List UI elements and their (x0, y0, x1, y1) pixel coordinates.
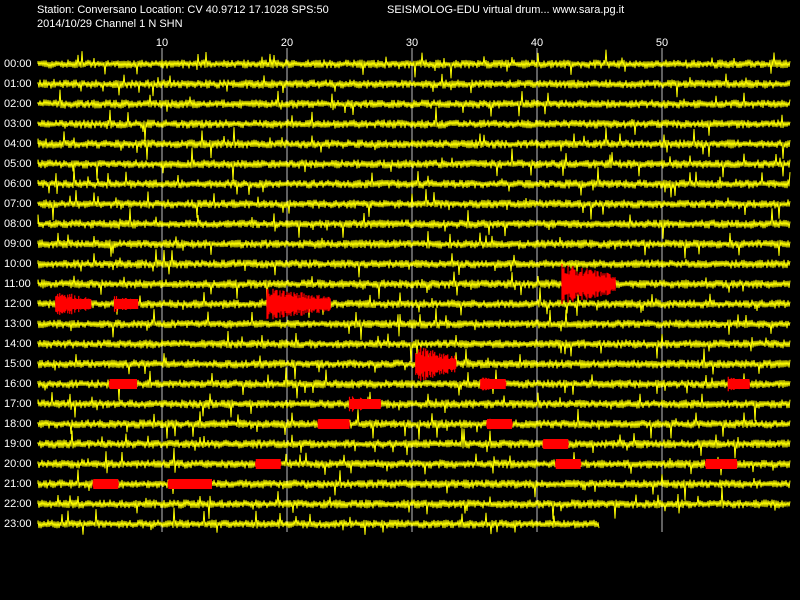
seismic-event (92, 479, 119, 489)
hour-label: 09:00 (4, 238, 32, 250)
hour-label: 05:00 (4, 158, 32, 170)
seismic-event (266, 288, 331, 320)
hour-label: 21:00 (4, 478, 32, 490)
seismic-event (415, 347, 457, 381)
seismic-event (727, 376, 750, 392)
trace-line (37, 166, 791, 198)
hour-label: 14:00 (4, 338, 32, 350)
seismic-event (108, 379, 138, 389)
seismic-event (486, 418, 513, 430)
trace-line (37, 408, 791, 440)
hour-label: 04:00 (4, 138, 32, 150)
trace-line (37, 486, 791, 520)
minute-tick-label: 10 (155, 37, 169, 49)
site-title: SEISMOLOG-EDU virtual drum... www.sara.p… (387, 4, 625, 16)
hour-label: 22:00 (4, 498, 32, 510)
hour-label: 00:00 (4, 58, 32, 70)
seismic-event (705, 459, 738, 469)
seismic-event (55, 293, 92, 315)
trace-line (37, 73, 791, 98)
hour-label: 18:00 (4, 418, 32, 430)
hour-label: 20:00 (4, 458, 32, 470)
trace-line (37, 308, 791, 340)
trace-line (37, 208, 791, 239)
station-info: Station: Conversano Location: CV 40.9712… (37, 4, 329, 16)
hour-label: 17:00 (4, 398, 32, 410)
trace-line (37, 469, 791, 501)
minute-tick-label: 40 (530, 37, 544, 49)
hour-label: 03:00 (4, 118, 32, 130)
seismic-event (167, 479, 212, 489)
seismic-event (317, 419, 350, 429)
trace-line (37, 231, 791, 259)
hour-label: 11:00 (4, 278, 31, 290)
trace-line (37, 348, 791, 380)
hour-label: 08:00 (4, 218, 32, 230)
hour-label: 15:00 (4, 358, 32, 370)
trace-line (37, 49, 791, 79)
hour-label: 23:00 (4, 518, 32, 530)
trace-line (37, 147, 791, 181)
hour-label: 02:00 (4, 98, 32, 110)
trace-line (37, 249, 791, 278)
seismic-event (255, 459, 282, 469)
trace-line (37, 127, 791, 160)
trace-line (37, 367, 791, 401)
trace-line (37, 447, 791, 476)
seismic-event (542, 439, 569, 449)
minute-tick-label: 30 (405, 37, 419, 49)
trace-line (37, 507, 600, 535)
date-channel: 2014/10/29 Channel 1 N SHN (37, 18, 183, 30)
hour-label: 16:00 (4, 378, 32, 390)
trace-line (37, 287, 791, 318)
hour-label: 19:00 (4, 438, 32, 450)
minute-tick-label: 50 (655, 37, 669, 49)
trace-line (37, 330, 791, 362)
seismic-event (348, 396, 382, 412)
hour-label: 06:00 (4, 178, 32, 190)
trace-line (37, 106, 791, 142)
hour-label: 10:00 (4, 258, 32, 270)
hour-label: 12:00 (4, 298, 32, 310)
trace-line (37, 189, 791, 221)
trace-line (37, 391, 791, 422)
hour-label: 13:00 (4, 318, 32, 330)
seismic-event (480, 377, 507, 391)
hour-label: 01:00 (4, 78, 32, 90)
trace-line (37, 89, 791, 117)
trace-line (37, 271, 791, 302)
hour-label: 07:00 (4, 198, 32, 210)
minute-tick-label: 20 (280, 37, 294, 49)
seismic-event (561, 263, 616, 305)
seismic-event (113, 296, 139, 312)
trace-line (37, 428, 791, 459)
seismic-event (555, 459, 582, 469)
